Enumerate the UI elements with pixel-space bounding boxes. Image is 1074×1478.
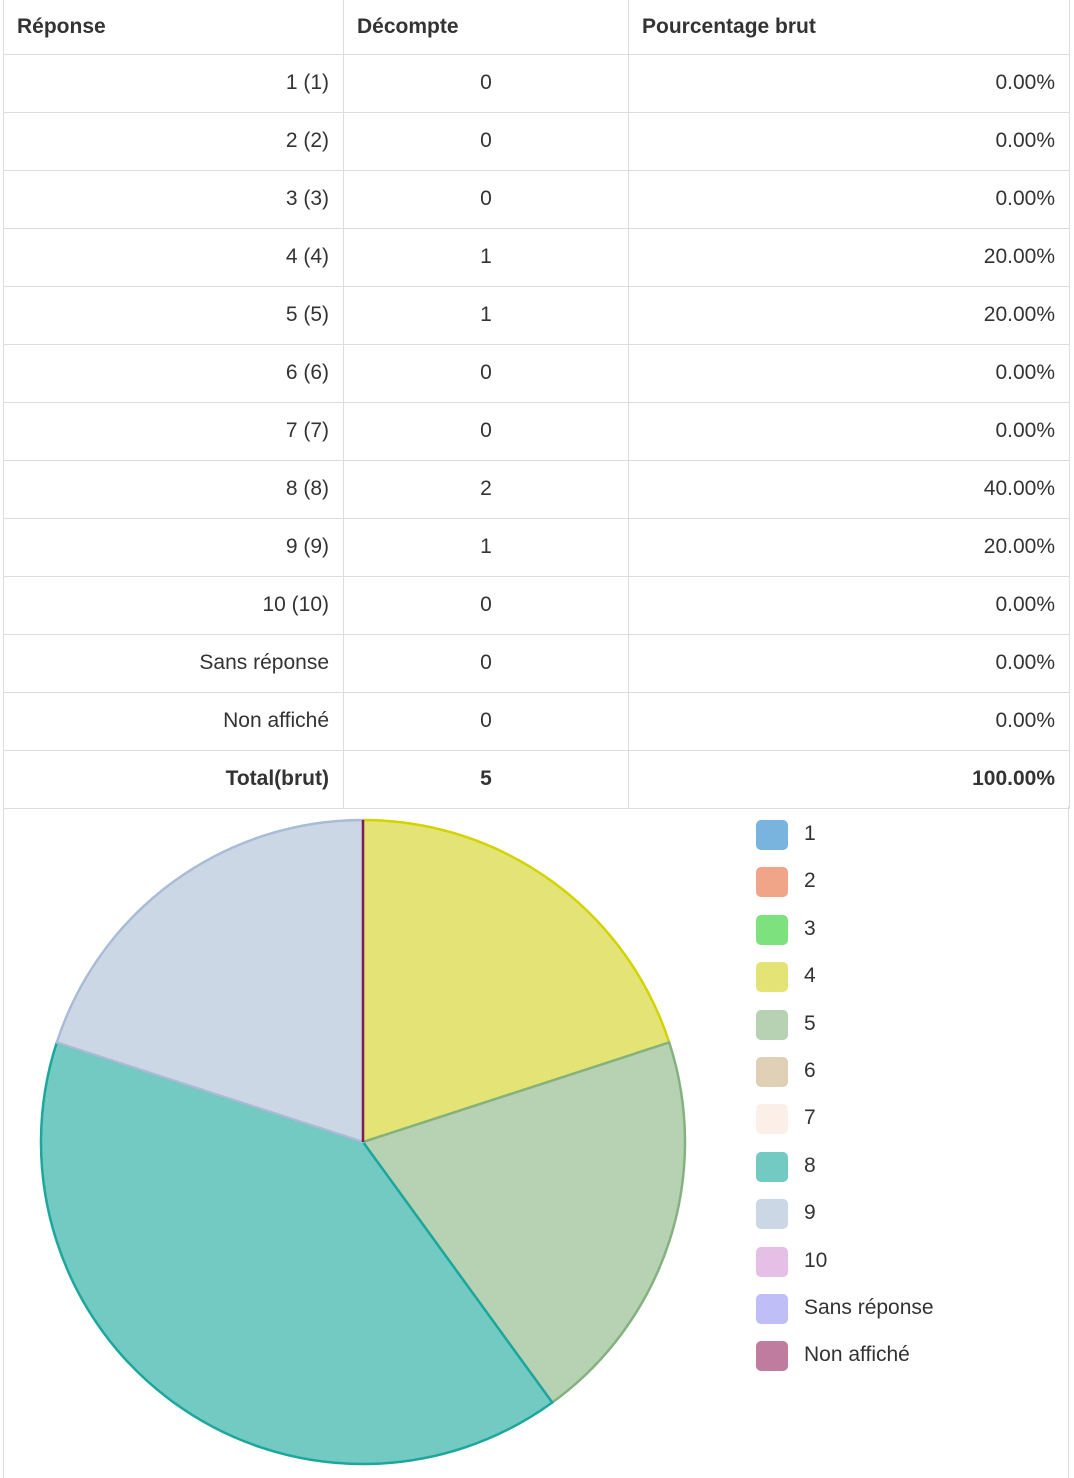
- row-percent: 40.00%: [628, 459, 1070, 519]
- pie-slice-9[interactable]: [55, 818, 365, 1144]
- row-percent: 20.00%: [628, 517, 1070, 577]
- pie-slice-8[interactable]: [39, 1041, 554, 1466]
- row-answer: 9 (9): [3, 517, 344, 577]
- legend-label: Sans réponse: [804, 1295, 934, 1319]
- row-percent: 0.00%: [628, 401, 1070, 461]
- legend-label: 6: [804, 1058, 816, 1082]
- legend-swatch: [756, 1341, 788, 1372]
- legend-label: 2: [804, 869, 816, 893]
- legend-label: 8: [804, 1153, 816, 1177]
- row-percent: 0.00%: [628, 575, 1070, 635]
- legend-label: 10: [804, 1248, 828, 1272]
- row-answer: Non affiché: [3, 691, 344, 751]
- row-percent: 0.00%: [628, 691, 1070, 751]
- row-count: 0: [343, 633, 629, 693]
- table-row: Non affiché 0 0.00%: [3, 691, 1070, 751]
- row-answer: 5 (5): [3, 285, 344, 345]
- row-count: 0: [343, 691, 629, 751]
- row-count: 1: [343, 285, 629, 345]
- table-row: 9 (9) 1 20.00%: [3, 517, 1070, 577]
- row-count: 1: [343, 517, 629, 577]
- legend-swatch: [756, 914, 788, 945]
- row-percent: 0.00%: [628, 53, 1070, 113]
- row-count: 0: [343, 169, 629, 229]
- legend-swatch: [756, 1293, 788, 1324]
- header-percent: Pourcentage brut: [628, 0, 1070, 55]
- row-percent: 20.00%: [628, 227, 1070, 287]
- table-row: 3 (3) 0 0.00%: [3, 169, 1070, 229]
- legend-swatch: [756, 1056, 788, 1087]
- row-answer: 2 (2): [3, 111, 344, 171]
- table-row: Sans réponse 0 0.00%: [3, 633, 1070, 693]
- row-answer: Sans réponse: [3, 633, 344, 693]
- results-table: Réponse Décompte Pourcentage brut 1 (1) 0…: [3, 0, 1070, 809]
- legend-swatch: [756, 1151, 788, 1182]
- table-row: 5 (5) 1 20.00%: [3, 285, 1070, 345]
- row-count: 0: [343, 53, 629, 113]
- row-count: 0: [343, 401, 629, 461]
- header-answer: Réponse: [3, 0, 344, 55]
- table-row: 8 (8) 2 40.00%: [3, 459, 1070, 519]
- row-percent: 0.00%: [628, 343, 1070, 403]
- legend-swatch: [756, 1009, 788, 1040]
- row-count: 0: [343, 575, 629, 635]
- row-count: 0: [343, 111, 629, 171]
- pie-chart: [39, 818, 687, 1466]
- table-body: 1 (1) 0 0.00% 2 (2) 0 0.00% 3 (3) 0 0.00% 4 (4…: [3, 53, 1070, 809]
- row-answer: 1 (1): [3, 53, 344, 113]
- table-total-row: Total(brut) 5 100.00%: [3, 749, 1070, 809]
- row-answer: 8 (8): [3, 459, 344, 519]
- legend-label: 4: [804, 964, 816, 988]
- total-count: 5: [343, 749, 629, 809]
- row-count: 0: [343, 343, 629, 403]
- legend-swatch: [756, 962, 788, 993]
- legend-label: 1: [804, 822, 816, 845]
- row-count: 2: [343, 459, 629, 519]
- legend-swatch: [756, 1246, 788, 1277]
- legend-swatch: [756, 820, 788, 850]
- row-percent: 0.00%: [628, 169, 1070, 229]
- row-percent: 0.00%: [628, 633, 1070, 693]
- row-answer: 10 (10): [3, 575, 344, 635]
- row-answer: 6 (6): [3, 343, 344, 403]
- table-row: 7 (7) 0 0.00%: [3, 401, 1070, 461]
- legend-label: 3: [804, 916, 816, 940]
- row-count: 1: [343, 227, 629, 287]
- table-header-row: Réponse Décompte Pourcentage brut: [3, 0, 1070, 55]
- table-row: 1 (1) 0 0.00%: [3, 53, 1070, 113]
- legend-swatch: [756, 1199, 788, 1230]
- legend-label: 5: [804, 1011, 816, 1035]
- legend-swatch: [756, 867, 788, 898]
- row-percent: 0.00%: [628, 111, 1070, 171]
- row-answer: 7 (7): [3, 401, 344, 461]
- legend-label: 9: [804, 1201, 816, 1225]
- pie-slice-4[interactable]: [361, 818, 671, 1144]
- legend-swatch: [756, 1104, 788, 1135]
- row-answer: 3 (3): [3, 169, 344, 229]
- legend-label: 7: [804, 1106, 816, 1130]
- total-percent: 100.00%: [628, 749, 1070, 809]
- row-answer: 4 (4): [3, 227, 344, 287]
- legend-label: Non affiché: [804, 1343, 910, 1367]
- pie-slice-5[interactable]: [361, 1041, 687, 1404]
- table-row: 4 (4) 1 20.00%: [3, 227, 1070, 287]
- total-answer: Total(brut): [3, 749, 344, 809]
- header-count: Décompte: [343, 0, 629, 55]
- table-row: 2 (2) 0 0.00%: [3, 111, 1070, 171]
- row-percent: 20.00%: [628, 285, 1070, 345]
- table-row: 10 (10) 0 0.00%: [3, 575, 1070, 635]
- table-row: 6 (6) 0 0.00%: [3, 343, 1070, 403]
- chart-panel: 1 2 3 4 5 6 7 8 9 10 Sans réponse Non affiché: [3, 806, 1069, 1478]
